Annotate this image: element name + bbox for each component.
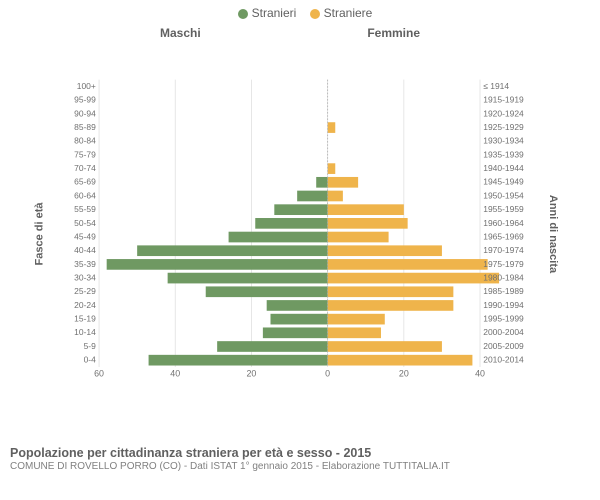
ytick-birth: 1965-1969 — [483, 231, 524, 241]
ytick-birth: 2000-2004 — [483, 327, 524, 337]
pyramid-svg: 100+ ≤ 1914 95-99 1915-1919 90-94 1920-1924 85… — [70, 42, 522, 416]
ytick-birth: ≤ 1914 — [483, 81, 509, 91]
ytick-age: 30-34 — [74, 273, 96, 283]
chart-subtitle: COMUNE DI ROVELLO PORRO (CO) - Dati ISTA… — [10, 461, 590, 472]
bar-male — [217, 341, 327, 352]
bar-female — [328, 300, 454, 311]
column-title-female: Femmine — [367, 26, 420, 40]
ytick-age: 65-69 — [74, 177, 96, 187]
legend-swatch-male — [238, 9, 248, 19]
bar-female — [328, 327, 381, 338]
bar-male — [229, 232, 328, 243]
bar-female — [328, 314, 385, 325]
xtick: 60 — [94, 369, 104, 379]
ytick-birth: 1950-1954 — [483, 190, 524, 200]
ytick-age: 20-24 — [74, 300, 96, 310]
bar-male — [267, 300, 328, 311]
xtick: 20 — [247, 369, 257, 379]
ytick-age: 45-49 — [74, 231, 96, 241]
ytick-birth: 1985-1989 — [483, 286, 524, 296]
ytick-birth: 1970-1974 — [483, 245, 524, 255]
ytick-age: 80-84 — [74, 136, 96, 146]
bar-male — [255, 218, 327, 229]
ytick-birth: 1995-1999 — [483, 314, 524, 324]
ytick-age: 0-4 — [84, 355, 97, 365]
bar-male — [168, 273, 328, 284]
legend-swatch-female — [310, 9, 320, 19]
legend: Stranieri Straniere — [10, 6, 590, 20]
legend-label-female: Straniere — [324, 6, 373, 20]
xtick: 40 — [475, 369, 485, 379]
ytick-age: 100+ — [77, 81, 96, 91]
bar-male — [316, 177, 327, 188]
bar-male — [206, 286, 328, 297]
bar-male — [297, 191, 327, 202]
chart-area: Maschi Femmine Fasce di età Anni di nasc… — [10, 24, 590, 444]
bar-female — [328, 259, 488, 270]
bar-female — [328, 355, 473, 366]
xtick: 0 — [325, 369, 330, 379]
legend-label-male: Stranieri — [252, 6, 297, 20]
ytick-birth: 1920-1924 — [483, 108, 524, 118]
ytick-age: 70-74 — [74, 163, 96, 173]
bar-male — [263, 327, 328, 338]
bar-male — [149, 355, 328, 366]
ytick-age: 60-64 — [74, 190, 96, 200]
bar-male — [274, 204, 327, 215]
bar-female — [328, 273, 499, 284]
ytick-birth: 1980-1984 — [483, 273, 524, 283]
bar-female — [328, 122, 336, 133]
ytick-birth: 1935-1939 — [483, 149, 524, 159]
ytick-age: 15-19 — [74, 314, 96, 324]
ytick-age: 95-99 — [74, 95, 96, 105]
bar-female — [328, 177, 358, 188]
ytick-age: 55-59 — [74, 204, 96, 214]
ytick-birth: 1945-1949 — [483, 177, 524, 187]
ytick-age: 90-94 — [74, 108, 96, 118]
footer: Popolazione per cittadinanza straniera p… — [10, 446, 590, 472]
bar-male — [107, 259, 328, 270]
ytick-age: 25-29 — [74, 286, 96, 296]
y-axis-label-left: Fasce di età — [33, 203, 45, 266]
chart-title: Popolazione per cittadinanza straniera p… — [10, 446, 590, 460]
ytick-birth: 1975-1979 — [483, 259, 524, 269]
bar-female — [328, 286, 454, 297]
plot: 100+ ≤ 1914 95-99 1915-1919 90-94 1920-1924 85… — [70, 42, 522, 416]
ytick-birth: 2005-2009 — [483, 341, 524, 351]
ytick-age: 75-79 — [74, 149, 96, 159]
ytick-age: 35-39 — [74, 259, 96, 269]
ytick-birth: 1930-1934 — [483, 136, 524, 146]
ytick-age: 40-44 — [74, 245, 96, 255]
xtick: 20 — [399, 369, 409, 379]
ytick-age: 85-89 — [74, 122, 96, 132]
ytick-age: 50-54 — [74, 218, 96, 228]
ytick-birth: 1960-1964 — [483, 218, 524, 228]
bar-male — [270, 314, 327, 325]
bar-female — [328, 245, 442, 256]
xtick: 40 — [170, 369, 180, 379]
bar-female — [328, 191, 343, 202]
bar-female — [328, 204, 404, 215]
ytick-birth: 1955-1959 — [483, 204, 524, 214]
bar-female — [328, 163, 336, 174]
column-title-male: Maschi — [160, 26, 201, 40]
bar-male — [137, 245, 327, 256]
y-axis-label-right: Anni di nascita — [547, 195, 559, 273]
ytick-age: 10-14 — [74, 327, 96, 337]
ytick-birth: 1940-1944 — [483, 163, 524, 173]
ytick-birth: 1990-1994 — [483, 300, 524, 310]
bar-female — [328, 341, 442, 352]
bar-female — [328, 218, 408, 229]
ytick-birth: 1915-1919 — [483, 95, 524, 105]
ytick-birth: 1925-1929 — [483, 122, 524, 132]
ytick-birth: 2010-2014 — [483, 355, 524, 365]
bar-female — [328, 232, 389, 243]
ytick-age: 5-9 — [84, 341, 97, 351]
